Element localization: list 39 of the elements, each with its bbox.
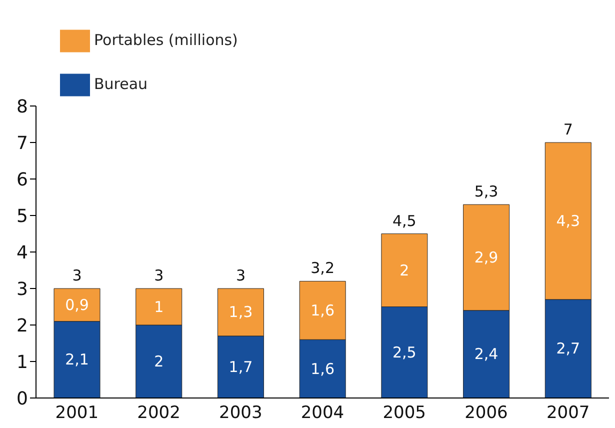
data-label: 2 <box>154 352 164 370</box>
data-label: 2,1 <box>65 350 89 369</box>
legend-label: Bureau <box>94 75 148 93</box>
data-label: 1,6 <box>310 301 335 320</box>
data-label: 0,9 <box>65 296 89 314</box>
total-label: 7 <box>563 120 573 138</box>
data-label: 2,4 <box>474 345 498 364</box>
y-tick-label: 1 <box>16 352 28 373</box>
total-label: 4,5 <box>392 212 416 230</box>
y-tick-label: 6 <box>16 169 28 190</box>
total-label: 5,3 <box>474 182 498 201</box>
x-tick-label: 2001 <box>55 403 99 424</box>
data-label: 2 <box>400 261 410 280</box>
data-label: 2,7 <box>556 340 580 358</box>
x-tick-label: 2002 <box>137 403 180 424</box>
y-tick-label: 4 <box>16 242 28 264</box>
data-label: 1,3 <box>228 303 253 322</box>
y-tick-label: 2 <box>16 315 28 336</box>
data-label: 2,9 <box>474 248 498 266</box>
total-label: 3 <box>154 266 164 284</box>
x-tick-label: 2003 <box>219 403 262 424</box>
x-tick-label: 2005 <box>382 403 426 424</box>
y-tick-label: 7 <box>16 132 28 154</box>
total-label: 3,2 <box>310 259 335 278</box>
legend-label: Portables (millions) <box>94 31 238 49</box>
total-label: 3 <box>236 266 246 284</box>
y-tick-label: 8 <box>16 96 28 118</box>
total-label: 3 <box>72 266 82 284</box>
x-tick-label: 2006 <box>464 403 508 424</box>
y-tick-label: 3 <box>16 278 28 300</box>
data-label: 4,3 <box>556 212 580 230</box>
y-tick-label: 0 <box>16 388 28 410</box>
data-label: 1 <box>154 298 164 316</box>
x-tick-label: 2004 <box>300 403 344 424</box>
y-tick-label: 5 <box>16 206 28 227</box>
data-label: 2,5 <box>392 343 416 362</box>
data-label: 1,6 <box>310 360 335 378</box>
x-tick-label: 2007 <box>546 403 590 424</box>
data-label: 1,7 <box>228 358 253 376</box>
